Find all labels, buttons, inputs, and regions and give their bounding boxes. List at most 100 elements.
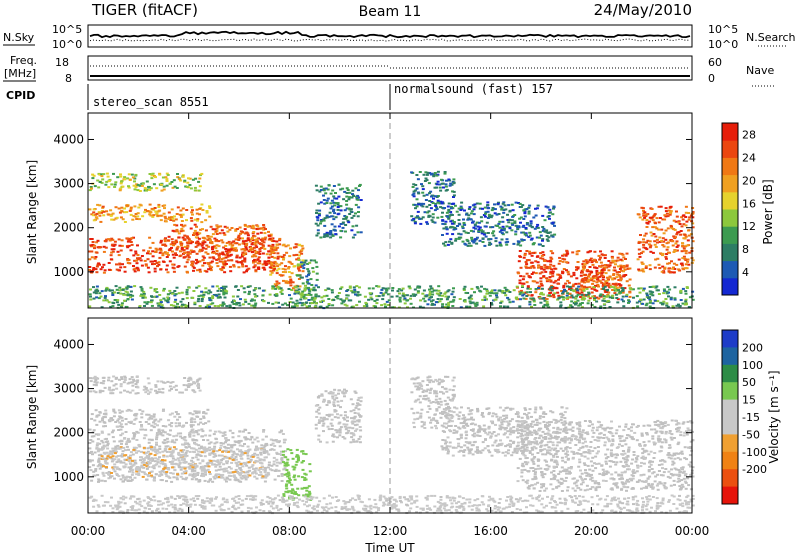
power-cell-r0 (248, 240, 252, 243)
power-cell-r12 (204, 305, 208, 308)
vel-cell-r0 (273, 439, 277, 442)
power-cell-r6 (339, 205, 343, 208)
power-cell-r2 (180, 220, 184, 222)
vel-cell-r2 (120, 376, 124, 379)
power-cell-r12 (184, 305, 188, 308)
power-cell-r3 (165, 172, 169, 175)
power-cell-r0 (161, 260, 165, 263)
power-cell-r0 (155, 262, 159, 264)
power-cell-r2 (190, 211, 194, 214)
power-cell-r0 (107, 262, 111, 264)
power-cell-r6 (330, 205, 334, 208)
power-cell-r8 (522, 239, 526, 241)
vel-cell-r0 (90, 479, 94, 482)
power-cell-r12 (632, 296, 635, 299)
power-cell-r4 (288, 261, 292, 264)
vel-cell-r0 (278, 445, 282, 448)
power-cell-r8 (441, 206, 445, 209)
power-cell-r11 (654, 235, 658, 238)
vel-cell-r3 (102, 474, 106, 477)
vel-cell-r0 (158, 470, 162, 473)
vel-cell-r0 (106, 442, 110, 445)
power-cell-r0 (232, 264, 236, 267)
power-cell-r2 (120, 210, 124, 213)
power-cell-r2 (88, 208, 92, 211)
power-cell-r0 (109, 258, 113, 261)
power-cell-r8 (548, 211, 552, 214)
vel-cell-r0 (120, 442, 123, 445)
power-cell-r0 (257, 266, 261, 269)
vel-cell-r3 (212, 455, 216, 458)
power-cell-r10 (616, 265, 620, 268)
vel-cell-r2 (143, 385, 147, 388)
power-cell-r12 (111, 292, 115, 294)
power-cell-r12 (180, 305, 184, 308)
vel-cell-r1 (150, 424, 154, 427)
vel-cell-r0 (169, 454, 173, 457)
power-cell-r12 (369, 296, 373, 299)
power-cell-r8 (456, 225, 459, 227)
power-cell-r3 (149, 187, 153, 190)
vel-cell-r0 (165, 437, 169, 440)
power-cell-r11 (668, 271, 672, 274)
power-cell-r8 (516, 243, 520, 246)
power-cell-r8 (453, 204, 457, 207)
power-cell-r12 (684, 292, 688, 295)
power-cell-r7 (436, 170, 440, 173)
vel-cell-r0 (99, 453, 103, 456)
power-cell-r12 (494, 298, 498, 301)
power-cell-r12 (662, 288, 666, 291)
vel-cell-r0 (280, 459, 284, 462)
power-cell-r12 (502, 305, 506, 308)
power-cell-r10 (608, 275, 612, 278)
power-cell-r0 (272, 252, 276, 255)
vel-cell-r0 (280, 473, 284, 475)
vel-cell-r0 (114, 445, 118, 448)
vel-cell-r0 (172, 476, 176, 479)
power-cell-r12 (503, 291, 507, 294)
power-cell-r6 (332, 195, 336, 198)
power-cell-r0 (158, 251, 162, 254)
power-cell-r0 (95, 271, 99, 274)
power-cell-r8 (478, 202, 482, 205)
power-cell-r12 (231, 295, 235, 298)
power-cell-r7 (412, 195, 416, 198)
power-cell-r0 (247, 239, 251, 241)
vel-cell-r0 (230, 446, 234, 449)
power-cell-r0 (88, 266, 92, 268)
power-cell-r1 (245, 244, 248, 247)
power-cell-r12 (603, 285, 607, 288)
power-cell-r12 (129, 293, 133, 296)
power-cell-r2 (134, 215, 138, 218)
power-cell-r3 (200, 172, 204, 175)
power-cell-r1 (183, 234, 187, 237)
power-cell-r3 (160, 183, 163, 186)
power-cell-r12 (193, 301, 197, 304)
vel-cell-r0 (92, 474, 96, 477)
power-cell-r8 (520, 231, 524, 234)
power-cell-r12 (286, 304, 289, 307)
power-cell-r10 (594, 284, 597, 287)
power-cell-r12 (668, 288, 672, 291)
vel-cell-r0 (200, 474, 204, 477)
vel-cell-r0 (219, 447, 223, 450)
power-cell-r8 (445, 227, 449, 230)
power-cell-r6 (328, 232, 332, 235)
power-cell-r0 (171, 250, 174, 253)
power-cell-r12 (631, 288, 635, 291)
power-cell-r0 (92, 267, 96, 269)
power-cell-r12 (400, 289, 404, 292)
power-cell-r9 (583, 293, 586, 296)
power-cell-r12 (562, 298, 566, 301)
power-cell-r0 (263, 262, 267, 265)
power-cell-r8 (502, 201, 506, 204)
power-cell-r2 (169, 219, 173, 221)
vel-cell-r1 (140, 425, 144, 428)
power-cell-r1 (242, 253, 246, 256)
power-cell-r12 (346, 289, 350, 291)
power-cell-r12 (332, 299, 336, 301)
power-cell-r12 (422, 289, 426, 292)
power-cell-r12 (319, 305, 323, 308)
power-cell-r12 (197, 298, 201, 300)
power-cell-r1 (213, 228, 217, 231)
